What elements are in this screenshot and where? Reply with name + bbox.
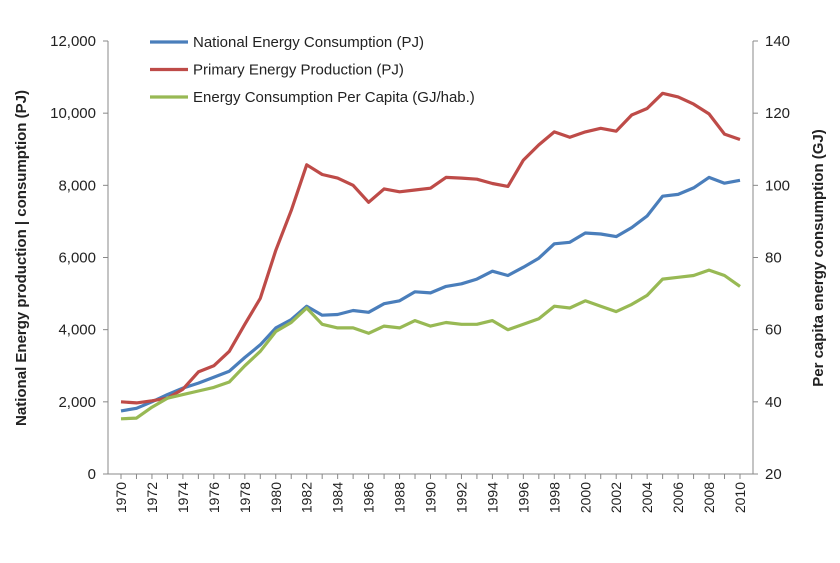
- x-tick-label: 2004: [639, 482, 655, 513]
- x-tick-label: 2008: [701, 482, 717, 513]
- legend-label: Primary Energy Production (PJ): [193, 62, 404, 79]
- x-tick-label: 1970: [113, 482, 129, 513]
- x-tick-label: 1994: [484, 482, 500, 513]
- series-line: [120, 175, 741, 413]
- x-tick-label: 1998: [546, 482, 562, 513]
- x-tick-label: 2010: [732, 482, 748, 513]
- legend-label: National Energy Consumption (PJ): [193, 34, 424, 51]
- x-tick-label: 1988: [392, 482, 408, 513]
- x-tick-label: 1992: [453, 482, 469, 513]
- x-tick-label: 1986: [361, 482, 377, 513]
- y-left-tick-label: 0: [88, 466, 96, 483]
- x-tick-label: 2000: [577, 482, 593, 513]
- y-right-tick-label: 40: [765, 394, 782, 411]
- x-tick-label: 1982: [299, 482, 315, 513]
- x-tick-label: 1972: [144, 482, 160, 513]
- y-axis-right-title: Per capita energy consumption (GJ): [810, 129, 827, 387]
- x-tick-label: 2006: [670, 482, 686, 513]
- x-tick-label: 1990: [423, 482, 439, 513]
- y-left-tick-label: 4,000: [58, 322, 96, 339]
- y-left-tick-label: 6,000: [58, 250, 96, 267]
- series-line: [120, 91, 741, 405]
- x-tick-label: 2002: [608, 482, 624, 513]
- legend-label: Energy Consumption Per Capita (GJ/hab.): [193, 89, 475, 106]
- y-right-tick-label: 60: [765, 322, 782, 339]
- y-right-tick-label: 100: [765, 177, 790, 194]
- x-tick-label: 1980: [268, 482, 284, 513]
- x-tick-label: 1978: [237, 482, 253, 513]
- y-right-tick-label: 120: [765, 105, 790, 122]
- y-axis-left-title: National Energy production | consumption…: [13, 90, 30, 426]
- x-tick-label: 1976: [206, 482, 222, 513]
- y-right-tick-label: 140: [765, 33, 790, 50]
- y-left-tick-label: 12,000: [50, 33, 96, 50]
- y-right-tick-label: 20: [765, 466, 782, 483]
- y-right-tick-label: 80: [765, 250, 782, 267]
- series-line: [120, 268, 741, 421]
- x-tick-label: 1996: [515, 482, 531, 513]
- x-tick-label: 1974: [175, 482, 191, 513]
- y-left-tick-label: 2,000: [58, 394, 96, 411]
- y-left-tick-label: 8,000: [58, 177, 96, 194]
- x-tick-label: 1984: [330, 482, 346, 513]
- y-left-tick-label: 10,000: [50, 105, 96, 122]
